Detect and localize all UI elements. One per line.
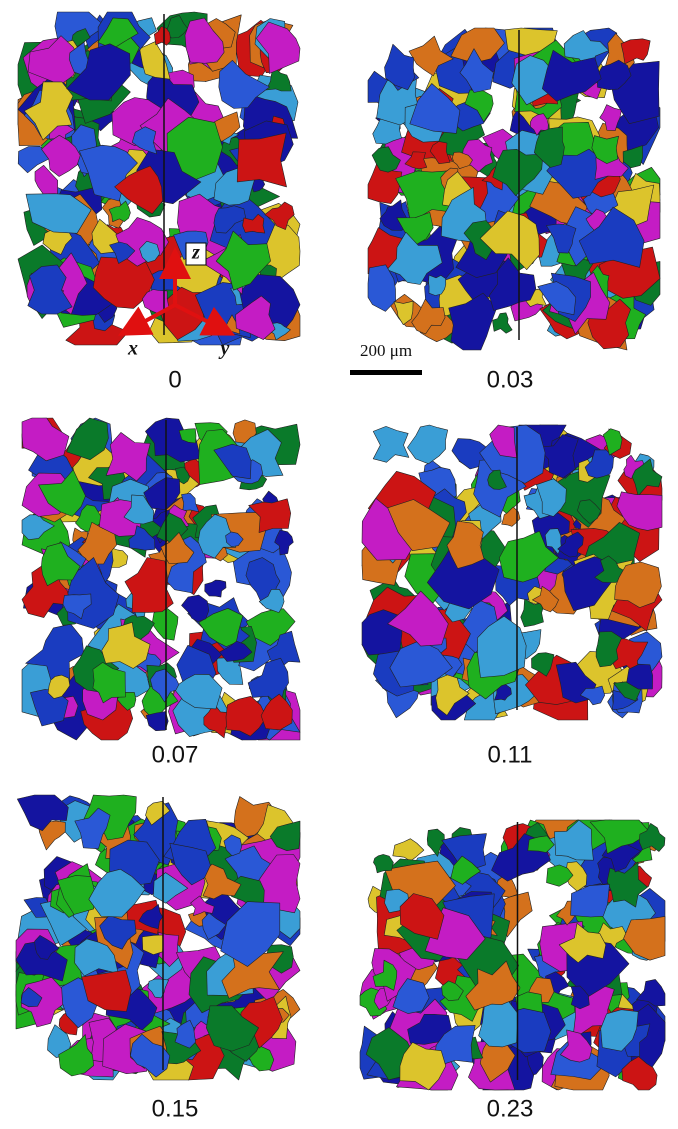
panel-label: 0.15 <box>152 1095 199 1122</box>
grain-panel <box>18 12 300 345</box>
panel-label: 0.07 <box>152 741 199 768</box>
grain-panel <box>368 28 660 350</box>
panel-label: 0.03 <box>487 366 534 393</box>
scale-bar-label: 200 μm <box>360 341 412 360</box>
grain-panel <box>360 820 665 1090</box>
grain <box>205 580 226 597</box>
grain <box>373 854 393 872</box>
grain <box>22 418 69 461</box>
scale-bar <box>350 370 422 375</box>
y-label: y <box>219 338 230 360</box>
grain-panel <box>16 795 300 1080</box>
grain <box>624 916 666 960</box>
panel-label: 0 <box>168 366 181 393</box>
grain <box>237 133 286 187</box>
grain <box>106 432 150 481</box>
grain <box>182 595 209 622</box>
figure: 0 0.03 0.07 0.11 0.15 0.23 200 μm z x y <box>0 0 678 1129</box>
panel-label: 0.23 <box>487 1095 534 1122</box>
panel-label: 0.11 <box>488 741 533 768</box>
grain <box>373 426 409 462</box>
x-label: x <box>127 338 138 360</box>
grain <box>407 425 447 464</box>
grain-panel <box>22 418 300 740</box>
grain <box>146 712 168 731</box>
grain <box>182 493 199 512</box>
grain <box>493 313 513 334</box>
grain-panel <box>362 425 662 720</box>
z-label: z <box>191 242 200 264</box>
grain <box>621 39 650 64</box>
grain-renderings <box>16 12 665 1090</box>
